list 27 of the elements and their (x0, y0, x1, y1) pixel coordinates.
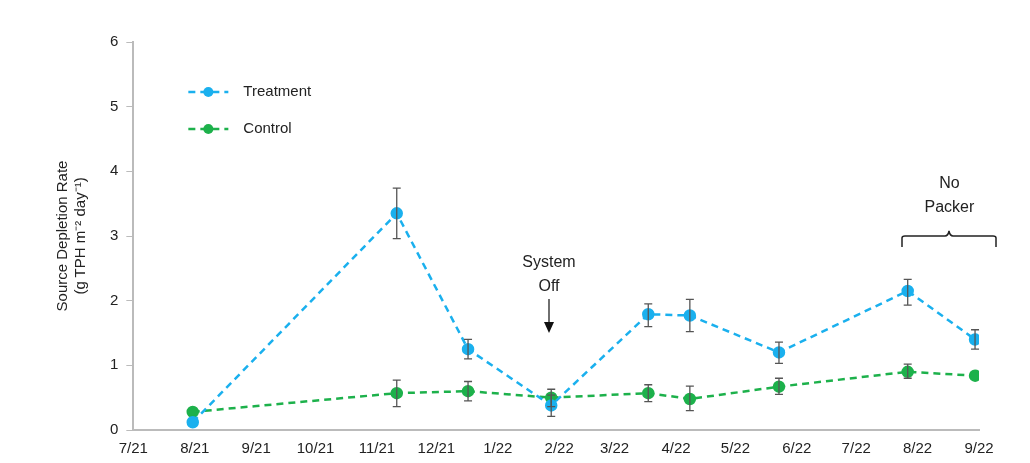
annotation: System Off (522, 253, 576, 295)
y-tick-label: 4 (110, 161, 119, 179)
y-tick-label: 5 (110, 96, 119, 114)
x-tick-label: 11/21 (358, 439, 396, 457)
x-tick-label: 4/22 (661, 439, 691, 457)
x-tick-label: 10/21 (296, 439, 335, 457)
x-tick-label: 3/22 (599, 439, 630, 457)
y-tick-label: 1 (110, 355, 119, 373)
x-tick-label: 1/22 (483, 439, 513, 457)
y-tick-label: 3 (110, 226, 119, 244)
x-tick-label: 8/21 (180, 439, 210, 457)
y-tick-label: 6 (110, 32, 119, 50)
x-tick-label: 6/22 (782, 439, 812, 457)
legend-label: Treatment (243, 82, 312, 100)
y-axis-title: Source Depletion Rate (g TPH m⁻² day⁻¹) (53, 160, 89, 312)
annotation: No Packer (924, 174, 975, 215)
legend-label: Control (243, 119, 292, 137)
x-tick-label: 2/22 (544, 439, 574, 457)
y-tick-label: 2 (110, 290, 119, 308)
x-tick-label: 12/21 (417, 439, 456, 457)
x-tick-label: 9/21 (241, 439, 271, 457)
y-tick-label: 0 (110, 420, 119, 438)
x-tick-label: 8/22 (903, 439, 933, 457)
x-tick-label: 7/22 (841, 439, 871, 457)
x-tick-label: 9/22 (964, 439, 994, 457)
x-tick-label: 7/21 (118, 439, 148, 457)
x-tick-label: 5/22 (720, 439, 750, 457)
